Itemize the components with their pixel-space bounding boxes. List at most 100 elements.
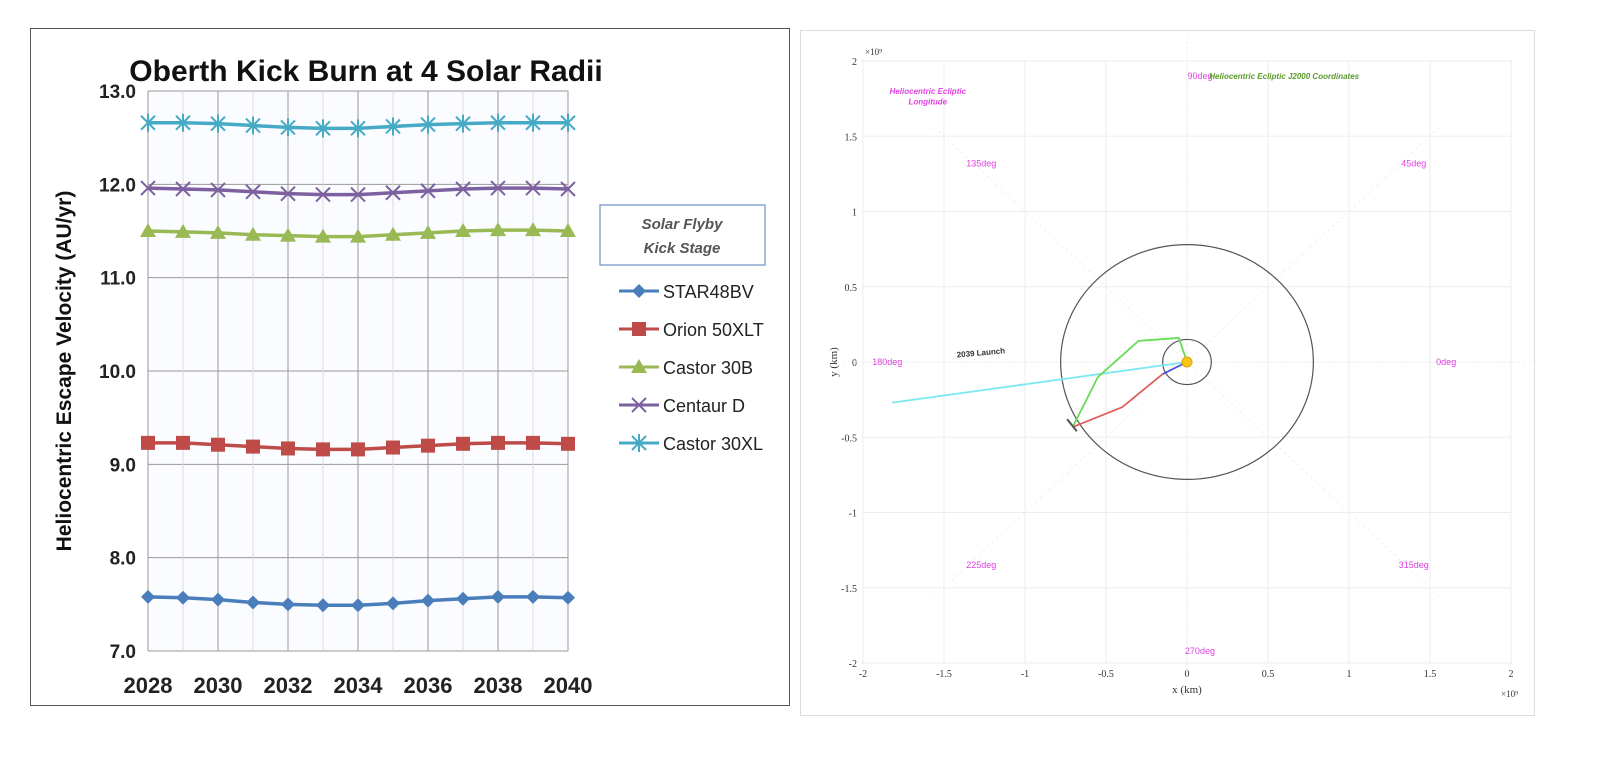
y-tick-label: 1.5 (845, 132, 858, 143)
legend-label: Centaur D (663, 396, 745, 416)
x-tick-label: 1 (1347, 669, 1352, 680)
x-tick-label: 2030 (194, 673, 243, 698)
legend-label: Castor 30XL (663, 434, 763, 454)
diamond-marker (281, 597, 295, 612)
sun-marker (1181, 356, 1193, 368)
y-tick-label: 10.0 (99, 362, 136, 383)
y-axis-label: Heliocentric Escape Velocity (AU/yr) (53, 191, 76, 552)
star-marker (315, 119, 331, 138)
x-exponent: ×10⁹ (1501, 689, 1518, 699)
square-marker (491, 435, 505, 450)
plot-title: Heliocentric Ecliptic J2000 Coordinates (1209, 72, 1359, 81)
x-marker (455, 181, 471, 197)
longitude-label: 270deg (1185, 646, 1215, 656)
x-tick-label: -2 (859, 669, 867, 680)
triangle-marker (490, 222, 506, 237)
x-tick-label: 2040 (544, 673, 593, 698)
x-marker (525, 180, 541, 196)
diamond-marker (456, 591, 470, 606)
longitude-label: 45deg (1401, 158, 1426, 168)
x-tick-label: -1 (1021, 669, 1029, 680)
x-axis-label: x (km) (1172, 684, 1202, 696)
diamond-marker (386, 596, 400, 611)
square-marker (561, 436, 575, 451)
diamond-marker (632, 284, 646, 298)
star-marker (210, 114, 226, 133)
square-marker (421, 438, 435, 453)
legend-label: Orion 50XLT (663, 320, 764, 340)
escape-velocity-chart: 7.0 8.0 9.0 10.0 11.0 12.0 13.0 2028 2030 2032 203… (53, 55, 766, 698)
x-tick-label: 1.5 (1424, 669, 1437, 680)
diamond-marker (211, 592, 225, 607)
chart-title: Oberth Kick Burn at 4 Solar Radii (129, 55, 602, 88)
star-marker (455, 114, 471, 133)
x-marker (631, 397, 647, 413)
x-marker (175, 181, 191, 197)
y-tick-label: -0.5 (841, 433, 857, 444)
triangle-marker (525, 222, 541, 237)
y-tick-label: 1 (852, 208, 857, 219)
diamond-marker (351, 598, 365, 613)
square-marker (386, 440, 400, 455)
x-tick-label: 0.5 (1262, 669, 1275, 680)
diamond-marker (316, 598, 330, 613)
square-marker (141, 435, 155, 450)
annotation-title: Heliocentric Ecliptic (890, 87, 967, 96)
star-marker (385, 117, 401, 136)
x-marker (245, 184, 261, 200)
square-marker (526, 435, 540, 450)
triangle-marker (631, 359, 647, 373)
star-marker (280, 118, 296, 137)
x-tick-label: 2 (1509, 669, 1514, 680)
diamond-marker (246, 595, 260, 610)
y-tick-label: 7.0 (110, 642, 136, 663)
star-marker (245, 116, 261, 135)
square-marker (211, 437, 225, 452)
series-castor-30b (140, 222, 576, 243)
series-centaur-d (140, 180, 576, 203)
longitude-label: 0deg (1436, 357, 1456, 367)
x-marker (560, 181, 576, 197)
square-marker (316, 442, 330, 457)
y-tick-label: -1.5 (841, 584, 857, 595)
x-tick-label: 2032 (264, 673, 313, 698)
x-marker (350, 186, 366, 203)
triangle-marker (315, 228, 331, 243)
arrival-marker (1066, 418, 1078, 432)
x-marker (385, 185, 401, 201)
y-tick-label: 9.0 (110, 455, 136, 476)
square-marker (176, 435, 190, 450)
star-marker (631, 434, 647, 452)
triangle-marker (420, 224, 436, 239)
longitude-label: 90deg (1187, 71, 1212, 81)
triangle-marker (280, 227, 296, 242)
legend-title-box (599, 204, 766, 266)
y-tick-label: -2 (849, 659, 857, 670)
x-tick-label: 2036 (404, 673, 453, 698)
longitude-label: 315deg (1399, 560, 1429, 570)
x-tick-label: -0.5 (1098, 669, 1114, 680)
triangle-marker (455, 223, 471, 237)
x-marker (280, 185, 296, 202)
x-marker (420, 183, 436, 199)
y-axis-label: y (km) (828, 347, 840, 377)
x-tick-label: 2034 (334, 673, 384, 698)
star-marker (490, 113, 506, 132)
trajectory-line (892, 361, 1188, 404)
diamond-marker (526, 589, 540, 604)
x-marker (490, 180, 506, 196)
trajectory-plot: -2-1.5-1-0.500.511.52-2-1.5-1-0.500.511.… (828, 31, 1536, 699)
square-marker (246, 439, 260, 454)
triangle-marker (560, 223, 576, 237)
series-orion-50xlt (141, 435, 575, 457)
square-marker (281, 441, 295, 456)
y-tick-label: 0 (852, 358, 857, 369)
series-star48bv (141, 589, 575, 613)
x-tick-label: -1.5 (936, 669, 952, 680)
triangle-marker (210, 224, 226, 239)
triangle-marker (350, 228, 366, 243)
trajectory-line (1073, 373, 1164, 428)
y-tick-label: 13.0 (99, 82, 136, 103)
square-marker (632, 322, 646, 336)
diamond-marker (141, 589, 155, 604)
